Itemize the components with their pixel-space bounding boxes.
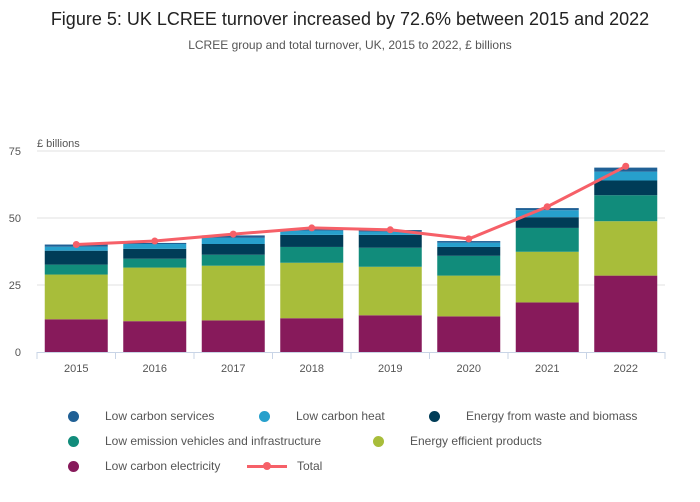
- total-point: [622, 162, 630, 170]
- x-tick-label: 2019: [378, 363, 402, 375]
- total-point: [151, 237, 159, 245]
- chart-plot: £ billions 0 25 50 75 2015 2016 2017 2018 2019 20…: [9, 138, 666, 375]
- legend-label: Low carbon electricity: [105, 459, 221, 473]
- bar-segment: [437, 275, 501, 317]
- total-point: [543, 203, 551, 211]
- x-tick-label: 2015: [64, 363, 88, 375]
- legend-label: Total: [297, 459, 323, 473]
- legend-label: Low carbon heat: [296, 409, 385, 423]
- x-tick-label: 2018: [300, 363, 324, 375]
- bar-segment: [280, 246, 344, 263]
- bar-segment: [44, 250, 108, 265]
- legend-label: Low emission vehicles and infrastructure: [105, 434, 322, 448]
- bar-segment: [201, 243, 265, 255]
- legend-item-low-carbon-electricity[interactable]: Low carbon electricity: [68, 459, 220, 473]
- legend-label: Low carbon services: [105, 409, 215, 423]
- bar-segment: [358, 234, 422, 248]
- total-point: [308, 224, 316, 232]
- legend-item-energy-efficient-products[interactable]: Energy efficient products: [373, 434, 542, 448]
- bar-segment: [594, 171, 658, 181]
- y-tick-label: 50: [9, 213, 21, 225]
- bar-segment: [44, 274, 108, 320]
- y-tick-label: 75: [9, 146, 21, 158]
- bar-segment: [358, 247, 422, 267]
- bar-segment: [515, 210, 579, 218]
- total-point: [386, 226, 394, 234]
- bar-segment: [515, 302, 579, 352]
- legend-item-energy-from-waste[interactable]: Energy from waste and biomass: [429, 409, 637, 423]
- legend-line-icon: [247, 461, 287, 470]
- bar-segment: [201, 265, 265, 321]
- total-point: [72, 241, 80, 249]
- bar-segment: [437, 242, 501, 247]
- bar-segment: [437, 316, 501, 352]
- bar-segment: [44, 319, 108, 352]
- bar-segment: [123, 243, 187, 249]
- bar-segment: [201, 254, 265, 266]
- legend-item-total[interactable]: Total: [247, 459, 322, 473]
- bar-segment: [358, 315, 422, 352]
- bar-segment: [201, 320, 265, 352]
- x-tick-label: 2021: [535, 363, 559, 375]
- bar-segment: [280, 234, 344, 247]
- bar-segment: [280, 230, 344, 235]
- bar-segment: [280, 318, 344, 352]
- bar-segment: [515, 227, 579, 252]
- total-point: [465, 235, 473, 243]
- legend-swatch-icon: [68, 460, 79, 472]
- bar-segment: [123, 258, 187, 268]
- legend-swatch-icon: [68, 410, 79, 422]
- legend-item-low-carbon-services[interactable]: Low carbon services: [68, 409, 214, 423]
- chart-title: Figure 5: UK LCREE turnover increased by…: [50, 9, 650, 29]
- x-tick-label: 2022: [614, 363, 638, 375]
- bar-segment: [594, 180, 658, 196]
- y-tick-label: 25: [9, 280, 21, 292]
- bar-segment: [594, 195, 658, 222]
- legend-swatch-icon: [373, 435, 384, 447]
- legend-label: Energy efficient products: [410, 434, 542, 448]
- total-line: [76, 164, 627, 247]
- bar-segment: [594, 275, 658, 352]
- legend-swatch-icon: [68, 435, 79, 447]
- y-tick-label: 0: [15, 347, 21, 359]
- bar-segment: [280, 262, 344, 319]
- y-axis-label: £ billions: [37, 138, 80, 150]
- bar-segment: [515, 217, 579, 228]
- x-tick-label: 2017: [221, 363, 245, 375]
- legend-swatch-icon: [429, 410, 440, 422]
- chart-subtitle: LCREE group and total turnover, UK, 2015…: [188, 38, 512, 52]
- legend-item-low-carbon-heat[interactable]: Low carbon heat: [259, 409, 385, 423]
- bar-segment: [358, 266, 422, 316]
- bar-segment: [515, 251, 579, 303]
- bar-segment: [44, 246, 108, 251]
- bar-segment: [123, 267, 187, 322]
- legend-item-low-emission-vehicles[interactable]: Low emission vehicles and infrastructure: [68, 434, 321, 448]
- legend-swatch-icon: [259, 410, 270, 422]
- bar-segment: [44, 264, 108, 275]
- bar-segment: [123, 321, 187, 352]
- x-tick-label: 2016: [143, 363, 167, 375]
- bar-segment: [201, 237, 265, 244]
- bar-segment: [123, 248, 187, 259]
- bar-segment: [594, 221, 658, 276]
- bar-segment: [437, 255, 501, 276]
- x-tick-label: 2020: [457, 363, 481, 375]
- total-point: [229, 230, 237, 238]
- legend-label: Energy from waste and biomass: [466, 409, 638, 423]
- bar-segment: [437, 246, 501, 256]
